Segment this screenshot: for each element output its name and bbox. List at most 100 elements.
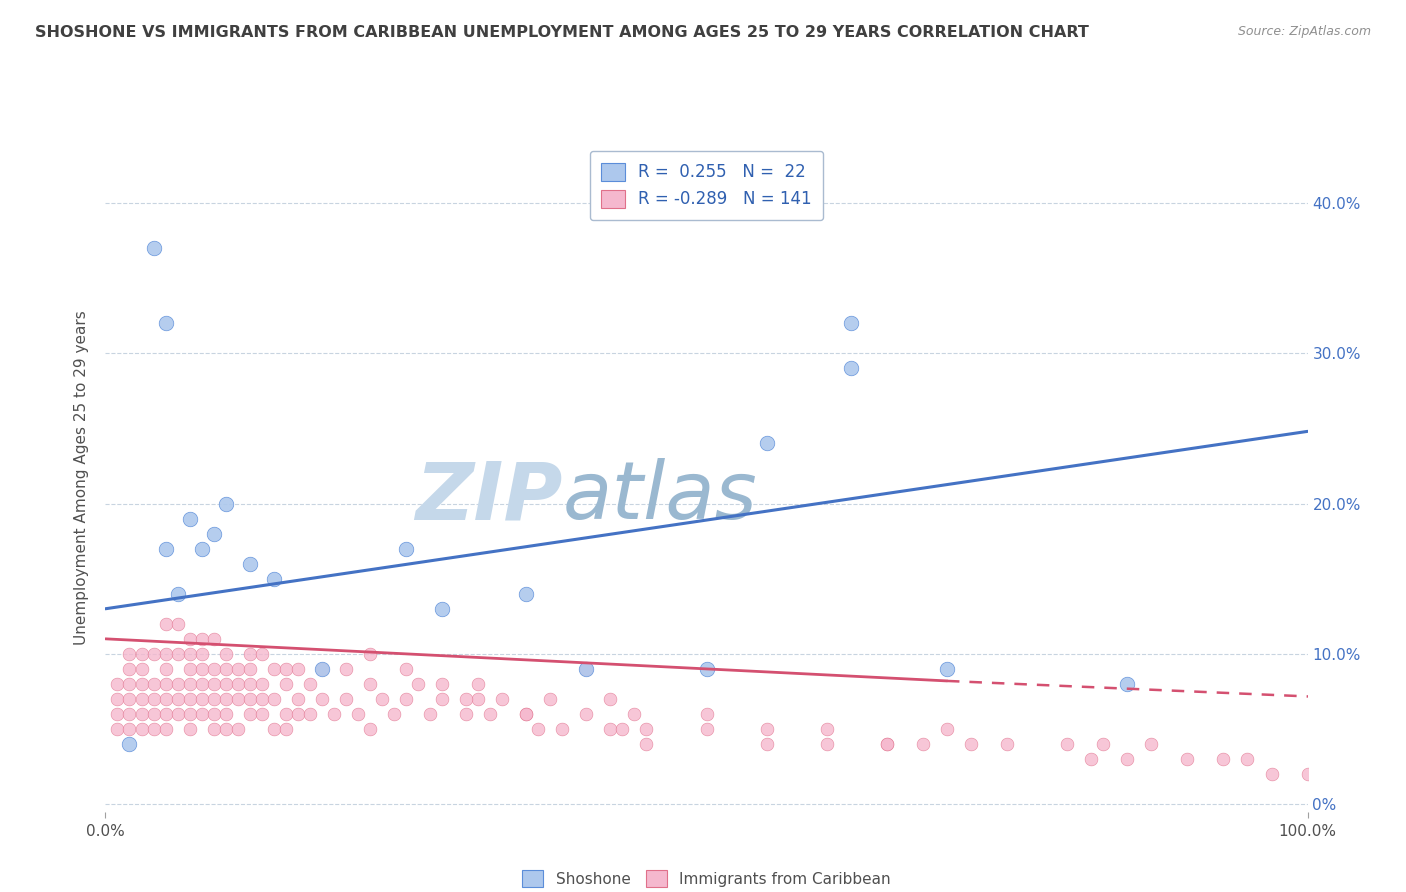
- Point: [118, 692, 141, 706]
- Point: [226, 692, 249, 706]
- Point: [239, 647, 262, 661]
- Point: [311, 662, 333, 676]
- Point: [815, 737, 838, 751]
- Point: [430, 601, 453, 615]
- Point: [202, 722, 225, 736]
- Text: SHOSHONE VS IMMIGRANTS FROM CARIBBEAN UNEMPLOYMENT AMONG AGES 25 TO 29 YEARS COR: SHOSHONE VS IMMIGRANTS FROM CARIBBEAN UN…: [35, 25, 1090, 40]
- Point: [190, 541, 212, 556]
- Point: [311, 692, 333, 706]
- Point: [142, 692, 165, 706]
- Point: [190, 677, 212, 691]
- Point: [575, 662, 598, 676]
- Point: [1140, 737, 1163, 751]
- Point: [214, 692, 236, 706]
- Point: [612, 722, 634, 736]
- Point: [142, 647, 165, 661]
- Point: [755, 737, 778, 751]
- Point: [406, 677, 429, 691]
- Point: [395, 541, 418, 556]
- Point: [371, 692, 394, 706]
- Point: [623, 706, 645, 721]
- Point: [202, 706, 225, 721]
- Point: [1056, 737, 1078, 751]
- Point: [1236, 752, 1258, 766]
- Point: [214, 662, 236, 676]
- Point: [239, 677, 262, 691]
- Point: [263, 662, 285, 676]
- Point: [395, 662, 418, 676]
- Point: [118, 677, 141, 691]
- Point: [190, 692, 212, 706]
- Point: [1116, 752, 1139, 766]
- Point: [179, 677, 201, 691]
- Point: [142, 706, 165, 721]
- Point: [250, 677, 273, 691]
- Point: [250, 692, 273, 706]
- Point: [382, 706, 405, 721]
- Point: [1260, 767, 1282, 781]
- Point: [166, 616, 188, 631]
- Point: [995, 737, 1018, 751]
- Point: [118, 647, 141, 661]
- Point: [1080, 752, 1102, 766]
- Point: [467, 692, 489, 706]
- Point: [179, 662, 201, 676]
- Point: [155, 722, 177, 736]
- Point: [131, 677, 153, 691]
- Point: [274, 662, 297, 676]
- Point: [118, 722, 141, 736]
- Point: [335, 692, 357, 706]
- Point: [1092, 737, 1115, 751]
- Point: [287, 706, 309, 721]
- Point: [430, 677, 453, 691]
- Point: [876, 737, 898, 751]
- Point: [190, 706, 212, 721]
- Point: [467, 677, 489, 691]
- Point: [107, 677, 129, 691]
- Point: [454, 706, 477, 721]
- Point: [696, 662, 718, 676]
- Point: [166, 706, 188, 721]
- Point: [107, 706, 129, 721]
- Point: [155, 541, 177, 556]
- Point: [214, 706, 236, 721]
- Point: [636, 737, 658, 751]
- Point: [190, 647, 212, 661]
- Point: [118, 662, 141, 676]
- Point: [430, 692, 453, 706]
- Point: [226, 722, 249, 736]
- Point: [479, 706, 502, 721]
- Point: [311, 662, 333, 676]
- Point: [335, 662, 357, 676]
- Point: [287, 692, 309, 706]
- Legend: Shoshone, Immigrants from Caribbean: Shoshone, Immigrants from Caribbean: [515, 863, 898, 892]
- Point: [636, 722, 658, 736]
- Point: [179, 632, 201, 646]
- Point: [527, 722, 550, 736]
- Point: [491, 692, 513, 706]
- Point: [287, 662, 309, 676]
- Point: [166, 692, 188, 706]
- Point: [107, 692, 129, 706]
- Point: [298, 706, 321, 721]
- Point: [839, 361, 862, 376]
- Point: [359, 647, 381, 661]
- Point: [179, 647, 201, 661]
- Point: [1116, 677, 1139, 691]
- Point: [599, 692, 621, 706]
- Point: [166, 677, 188, 691]
- Text: Source: ZipAtlas.com: Source: ZipAtlas.com: [1237, 25, 1371, 38]
- Point: [131, 722, 153, 736]
- Point: [214, 677, 236, 691]
- Point: [839, 316, 862, 330]
- Point: [911, 737, 934, 751]
- Point: [250, 706, 273, 721]
- Point: [155, 647, 177, 661]
- Point: [239, 662, 262, 676]
- Point: [107, 722, 129, 736]
- Point: [142, 722, 165, 736]
- Point: [419, 706, 441, 721]
- Point: [155, 692, 177, 706]
- Point: [202, 677, 225, 691]
- Point: [322, 706, 344, 721]
